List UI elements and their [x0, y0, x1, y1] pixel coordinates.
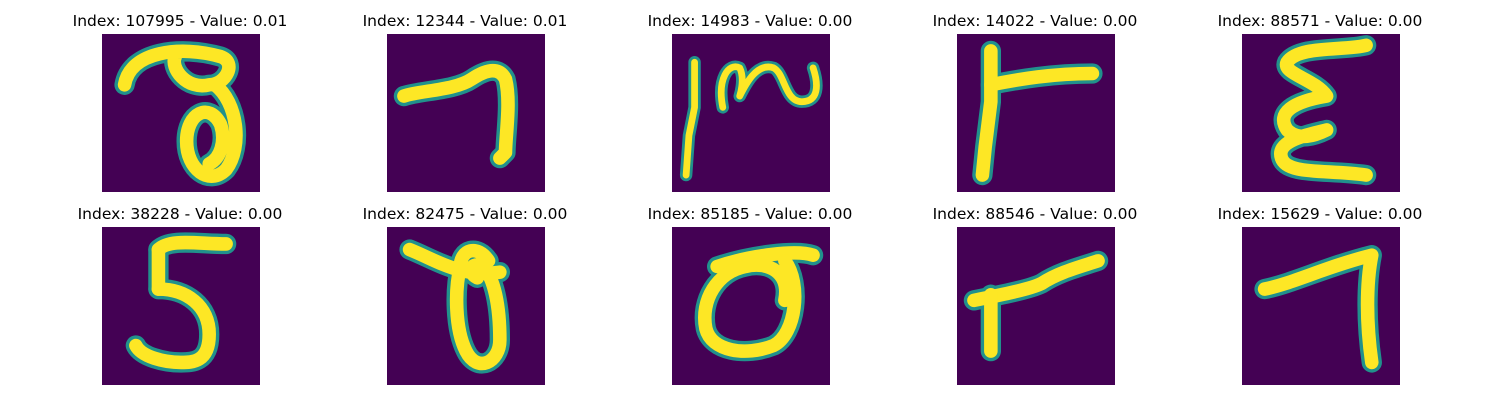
digit-panel-2: Index: 12344 - Value: 0.01: [315, 10, 615, 195]
digit-panel-3: Index: 14983 - Value: 0.00: [600, 10, 900, 195]
panel-title: Index: 14983 - Value: 0.00: [647, 12, 853, 30]
digit-image: [957, 34, 1115, 192]
panel-title: Index: 14022 - Value: 0.00: [932, 12, 1138, 30]
digit-image: [672, 227, 830, 385]
digit-image: [672, 34, 830, 192]
digit-panel-1: Index: 107995 - Value: 0.01: [30, 10, 330, 195]
digit-image: [957, 227, 1115, 385]
digit-panel-7: Index: 82475 - Value: 0.00: [315, 203, 615, 388]
digit-image: [102, 227, 260, 385]
digit-image: [387, 227, 545, 385]
digit-image: [1242, 34, 1400, 192]
panel-title: Index: 88571 - Value: 0.00: [1217, 12, 1423, 30]
panel-title: Index: 15629 - Value: 0.00: [1217, 205, 1423, 223]
digit-image: [102, 34, 260, 192]
digit-image: [387, 34, 545, 192]
panel-title: Index: 88546 - Value: 0.00: [932, 205, 1138, 223]
digit-panel-8: Index: 85185 - Value: 0.00: [600, 203, 900, 388]
digit-panel-5: Index: 88571 - Value: 0.00: [1170, 10, 1470, 195]
digit-panel-4: Index: 14022 - Value: 0.00: [885, 10, 1185, 195]
digit-panel-9: Index: 88546 - Value: 0.00: [885, 203, 1185, 388]
panel-title: Index: 107995 - Value: 0.01: [72, 12, 288, 30]
panel-title: Index: 85185 - Value: 0.00: [647, 205, 853, 223]
panel-title: Index: 12344 - Value: 0.01: [362, 12, 568, 30]
digit-panel-6: Index: 38228 - Value: 0.00: [30, 203, 330, 388]
panel-title: Index: 38228 - Value: 0.00: [77, 205, 283, 223]
digit-panel-10: Index: 15629 - Value: 0.00: [1170, 203, 1470, 388]
panel-title: Index: 82475 - Value: 0.00: [362, 205, 568, 223]
digit-image: [1242, 227, 1400, 385]
